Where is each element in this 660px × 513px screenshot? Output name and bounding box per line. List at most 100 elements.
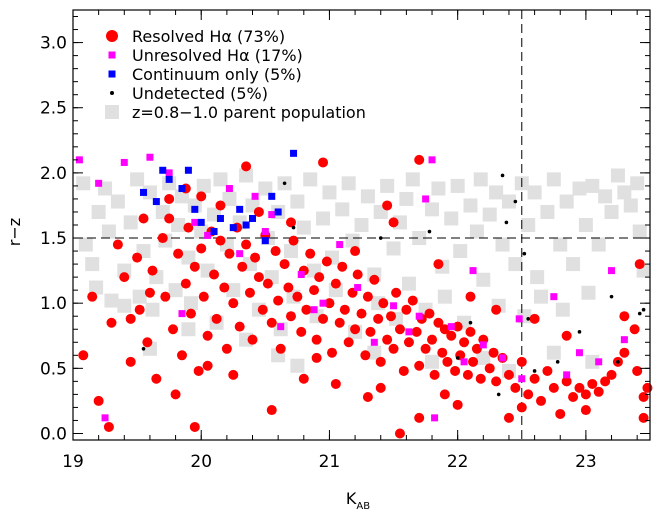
data-point-resolved-h-73 xyxy=(292,291,303,302)
legend-label: Undetected (5%) xyxy=(132,84,268,103)
data-point-resolved-h-73 xyxy=(475,373,486,384)
data-point-resolved-h-73 xyxy=(132,252,143,263)
data-point-resolved-h-73 xyxy=(298,373,309,384)
data-point-z-0-8-1-0-parent-population xyxy=(555,302,570,317)
data-point-unresolved-h-17 xyxy=(563,371,571,379)
data-point-unresolved-h-17 xyxy=(479,341,487,349)
data-point-resolved-h-73 xyxy=(398,365,409,376)
data-point-resolved-h-73 xyxy=(446,330,457,341)
data-point-resolved-h-73 xyxy=(103,421,114,432)
data-point-z-0-8-1-0-parent-population xyxy=(501,194,516,209)
data-point-resolved-h-73 xyxy=(318,313,329,324)
data-point-resolved-h-73 xyxy=(369,274,380,285)
data-point-unresolved-h-17 xyxy=(225,185,233,193)
data-point-resolved-h-73 xyxy=(407,295,418,306)
data-point-undetected-5 xyxy=(637,311,642,316)
data-point-resolved-h-73 xyxy=(180,278,191,289)
data-point-resolved-h-73 xyxy=(600,376,611,387)
data-point-z-0-8-1-0-parent-population xyxy=(578,218,593,232)
data-point-resolved-h-73 xyxy=(561,376,572,387)
data-point-resolved-h-73 xyxy=(183,222,194,233)
data-point-resolved-h-73 xyxy=(619,347,630,358)
data-point-z-0-8-1-0-parent-population xyxy=(345,233,360,248)
data-point-z-0-8-1-0-parent-population xyxy=(130,172,145,187)
data-point-resolved-h-73 xyxy=(433,317,444,328)
data-point-resolved-h-73 xyxy=(587,378,598,389)
data-point-z-0-8-1-0-parent-population xyxy=(123,215,138,230)
data-point-resolved-h-73 xyxy=(301,304,312,315)
data-point-resolved-h-73 xyxy=(360,350,371,361)
y-tick-label: 2.5 xyxy=(40,99,67,119)
data-point-resolved-h-73 xyxy=(420,343,431,354)
data-point-undetected-5 xyxy=(455,356,460,360)
data-point-z-0-8-1-0-parent-population xyxy=(360,189,375,204)
data-point-z-0-8-1-0-parent-population xyxy=(222,191,237,206)
data-point-resolved-h-73 xyxy=(488,347,499,358)
reference-lines xyxy=(73,10,650,440)
data-point-unresolved-h-17 xyxy=(236,250,244,258)
data-point-resolved-h-73 xyxy=(382,334,393,345)
data-point-unresolved-h-17 xyxy=(120,158,128,166)
data-point-undetected-5 xyxy=(577,330,582,334)
data-point-resolved-h-73 xyxy=(138,213,149,224)
data-point-unresolved-h-17 xyxy=(499,354,507,362)
data-point-z-0-8-1-0-parent-population xyxy=(530,270,545,285)
data-point-resolved-h-73 xyxy=(350,324,361,335)
data-point-resolved-h-73 xyxy=(285,311,296,322)
data-point-z-0-8-1-0-parent-population xyxy=(581,285,596,300)
data-point-z-0-8-1-0-parent-population xyxy=(341,176,356,191)
data-point-resolved-h-73 xyxy=(221,343,232,354)
data-point-z-0-8-1-0-parent-population xyxy=(110,194,125,209)
data-point-continuum-only-5 xyxy=(236,205,244,213)
y-tick-label: 0.5 xyxy=(40,359,67,379)
data-point-undetected-5 xyxy=(496,392,501,397)
data-point-resolved-h-73 xyxy=(362,291,373,302)
data-point-continuum-only-5 xyxy=(268,192,276,200)
data-point-resolved-h-73 xyxy=(429,369,440,380)
data-point-resolved-h-73 xyxy=(247,334,258,345)
data-point-resolved-h-73 xyxy=(378,298,389,309)
data-point-resolved-h-73 xyxy=(632,365,643,376)
data-point-unresolved-h-17 xyxy=(310,306,318,314)
data-point-unresolved-h-17 xyxy=(75,156,83,164)
data-point-continuum-only-5 xyxy=(165,175,173,183)
data-point-resolved-h-73 xyxy=(375,382,386,393)
data-point-unresolved-h-17 xyxy=(469,267,477,275)
data-point-unresolved-h-17 xyxy=(370,338,378,346)
data-point-resolved-h-73 xyxy=(362,392,373,402)
data-point-z-0-8-1-0-parent-population xyxy=(145,302,160,317)
data-point-z-0-8-1-0-parent-population xyxy=(196,178,211,193)
data-point-unresolved-h-17 xyxy=(165,169,173,177)
data-point-resolved-h-73 xyxy=(465,326,476,337)
data-point-resolved-h-73 xyxy=(189,421,200,432)
data-point-resolved-h-73 xyxy=(119,272,130,283)
data-point-z-0-8-1-0-parent-population xyxy=(431,181,446,196)
legend-label: Resolved Hα (73%) xyxy=(132,27,285,46)
data-point-resolved-h-73 xyxy=(414,412,425,423)
data-point-resolved-h-73 xyxy=(142,337,153,348)
data-point-z-0-8-1-0-parent-population xyxy=(463,198,478,213)
data-point-unresolved-h-17 xyxy=(415,312,423,320)
data-point-resolved-h-73 xyxy=(250,252,261,263)
data-point-resolved-h-73 xyxy=(202,360,213,371)
legend-marker xyxy=(106,30,118,42)
data-point-resolved-h-73 xyxy=(450,365,461,376)
data-point-resolved-h-73 xyxy=(311,352,322,363)
data-point-z-0-8-1-0-parent-population xyxy=(534,289,549,304)
legend-marker xyxy=(105,105,119,119)
data-point-resolved-h-73 xyxy=(629,324,640,335)
data-point-unresolved-h-17 xyxy=(101,414,109,422)
data-point-unresolved-h-17 xyxy=(277,323,285,331)
data-point-resolved-h-73 xyxy=(523,389,534,400)
data-point-resolved-h-73 xyxy=(516,356,527,367)
data-point-z-0-8-1-0-parent-population xyxy=(101,224,116,239)
data-point-continuum-only-5 xyxy=(261,237,269,245)
data-point-z-0-8-1-0-parent-population xyxy=(213,172,228,187)
data-point-unresolved-h-17 xyxy=(608,267,616,275)
data-point-undetected-5 xyxy=(378,236,383,240)
data-point-z-0-8-1-0-parent-population xyxy=(132,289,147,304)
data-point-z-0-8-1-0-parent-population xyxy=(450,178,465,193)
data-point-continuum-only-5 xyxy=(159,166,167,174)
data-point-z-0-8-1-0-parent-population xyxy=(572,181,587,196)
data-point-z-0-8-1-0-parent-population xyxy=(553,237,568,252)
